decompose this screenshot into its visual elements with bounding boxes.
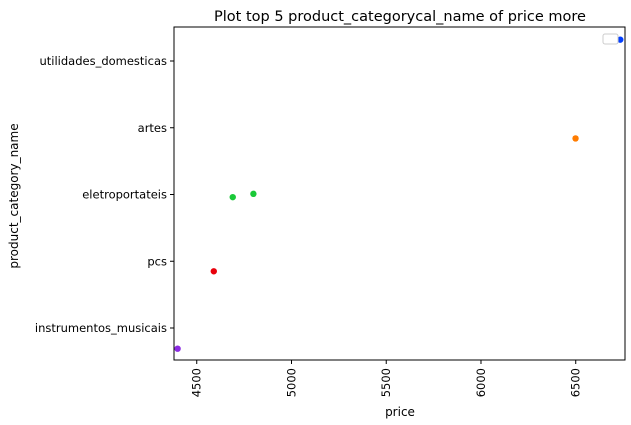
- plot-area: [173, 26, 626, 361]
- y-tick-label: eletroportateis: [82, 188, 167, 202]
- x-axis-label: price: [385, 405, 415, 419]
- data-point: [174, 345, 181, 352]
- y-tick-label: utilidades_domesticas: [39, 54, 167, 68]
- y-tick-label: artes: [138, 121, 167, 135]
- x-axis: 4500 5000 5500 6000 6500: [190, 360, 583, 397]
- x-tick-label: 5500: [379, 368, 393, 397]
- data-point: [210, 268, 217, 275]
- y-tick-label: instrumentos_musicais: [35, 321, 167, 335]
- y-tick-label: pcs: [147, 254, 167, 268]
- legend: [602, 33, 619, 45]
- data-point: [617, 36, 624, 43]
- x-tick-label: 4500: [190, 368, 204, 397]
- plot-frame: [173, 26, 626, 361]
- y-axis-label: product_category_name: [7, 123, 21, 268]
- x-tick-label: 5000: [284, 368, 298, 397]
- chart-title: Plot top 5 product_categorycal_name of p…: [214, 9, 586, 25]
- data-markers: [174, 36, 624, 352]
- x-tick-label: 6500: [569, 368, 583, 397]
- x-tick-label: 6000: [474, 368, 488, 397]
- data-point: [229, 193, 236, 201]
- data-point: [250, 190, 257, 198]
- data-point: [572, 135, 579, 142]
- legend-box: [602, 33, 619, 45]
